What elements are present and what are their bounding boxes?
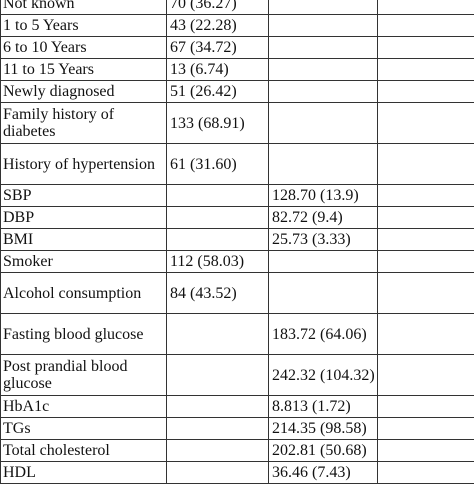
table-row: Total cholesterol 202.81 (50.68): [1, 440, 474, 462]
count-percent-cell: [167, 418, 269, 440]
count-percent-cell: [167, 314, 269, 355]
table-row: HbA1c 8.813 (1.72): [1, 396, 474, 418]
mean-sd-cell: 214.35 (98.58): [269, 418, 378, 440]
mean-sd-cell: [269, 59, 378, 81]
count-percent-cell: 112 (58.03): [167, 251, 269, 273]
mean-sd-cell: [269, 15, 378, 37]
mean-sd-cell: 36.46 (7.43): [269, 462, 378, 484]
count-percent-cell: 67 (34.72): [167, 37, 269, 59]
extra-cell: [378, 0, 474, 15]
extra-cell: [378, 440, 474, 462]
mean-sd-cell: 82.72 (9.4): [269, 207, 378, 229]
extra-cell: [378, 229, 474, 251]
count-percent-cell: 133 (68.91): [167, 103, 269, 144]
extra-cell: [378, 314, 474, 355]
count-percent-cell: 13 (6.74): [167, 59, 269, 81]
count-percent-cell: 61 (31.60): [167, 144, 269, 185]
row-label-cell: 1 to 5 Years: [1, 15, 167, 37]
mean-sd-cell: [269, 37, 378, 59]
extra-cell: [378, 185, 474, 207]
mean-sd-cell: 242.32 (104.32): [269, 355, 378, 396]
row-label-cell: SBP: [1, 185, 167, 207]
table-row: BMI 25.73 (3.33): [1, 229, 474, 251]
row-label-cell: Smoker: [1, 251, 167, 273]
row-label-cell: Not known: [1, 0, 167, 15]
mean-sd-cell: [269, 144, 378, 185]
table-row: HDL 36.46 (7.43): [1, 462, 474, 484]
row-label-cell: DBP: [1, 207, 167, 229]
row-label-cell: HDL: [1, 462, 167, 484]
mean-sd-cell: [269, 251, 378, 273]
row-label-cell: BMI: [1, 229, 167, 251]
extra-cell: [378, 15, 474, 37]
extra-cell: [378, 37, 474, 59]
row-label-cell: Alcohol consumption: [1, 273, 167, 314]
mean-sd-cell: 183.72 (64.06): [269, 314, 378, 355]
table-row: TGs 214.35 (98.58): [1, 418, 474, 440]
row-label-cell: TGs: [1, 418, 167, 440]
table-row: Post prandial blood glucose 242.32 (104.3…: [1, 355, 474, 396]
extra-cell: [378, 144, 474, 185]
mean-sd-cell: 25.73 (3.33): [269, 229, 378, 251]
extra-cell: [378, 207, 474, 229]
extra-cell: [378, 103, 474, 144]
row-label-cell: 11 to 15 Years: [1, 59, 167, 81]
mean-sd-cell: [269, 273, 378, 314]
count-percent-cell: 70 (36.27): [167, 0, 269, 15]
extra-cell: [378, 59, 474, 81]
table-row: DBP 82.72 (9.4): [1, 207, 474, 229]
mean-sd-cell: 128.70 (13.9): [269, 185, 378, 207]
table-row: SBP 128.70 (13.9): [1, 185, 474, 207]
table-row: Fasting blood glucose 183.72 (64.06): [1, 314, 474, 355]
row-label-cell: Post prandial blood glucose: [1, 355, 167, 396]
count-percent-cell: [167, 440, 269, 462]
row-label-cell: HbA1c: [1, 396, 167, 418]
mean-sd-cell: [269, 0, 378, 15]
count-percent-cell: 51 (26.42): [167, 81, 269, 103]
row-label-cell: Total cholesterol: [1, 440, 167, 462]
count-percent-cell: [167, 396, 269, 418]
mean-sd-cell: [269, 103, 378, 144]
mean-sd-cell: [269, 81, 378, 103]
row-label-cell: Newly diagnosed: [1, 81, 167, 103]
count-percent-cell: [167, 207, 269, 229]
extra-cell: [378, 418, 474, 440]
count-percent-cell: 84 (43.52): [167, 273, 269, 314]
extra-cell: [378, 251, 474, 273]
row-label-cell: 6 to 10 Years: [1, 37, 167, 59]
extra-cell: [378, 355, 474, 396]
extra-cell: [378, 462, 474, 484]
extra-cell: [378, 81, 474, 103]
count-percent-cell: [167, 355, 269, 396]
count-percent-cell: [167, 229, 269, 251]
extra-cell: [378, 396, 474, 418]
mean-sd-cell: 8.813 (1.72): [269, 396, 378, 418]
count-percent-cell: 43 (22.28): [167, 15, 269, 37]
extra-cell: [378, 273, 474, 314]
row-label-cell: Fasting blood glucose: [1, 314, 167, 355]
row-label-cell: History of hypertension: [1, 144, 167, 185]
row-label-cell: Family history of diabetes: [1, 103, 167, 144]
count-percent-cell: [167, 462, 269, 484]
mean-sd-cell: 202.81 (50.68): [269, 440, 378, 462]
count-percent-cell: [167, 185, 269, 207]
